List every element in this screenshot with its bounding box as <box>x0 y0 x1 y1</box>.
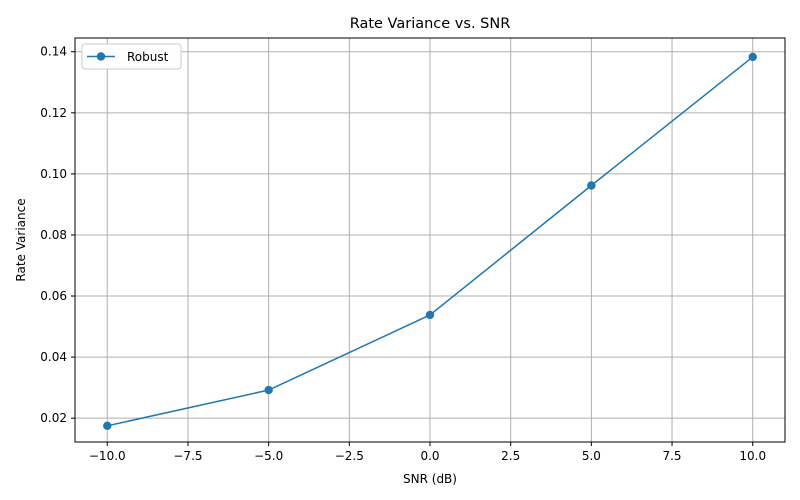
x-tick-label: 7.5 <box>662 449 681 463</box>
data-point <box>587 181 596 190</box>
data-point <box>425 310 435 320</box>
chart-title: Rate Variance vs. SNR <box>350 16 511 32</box>
y-tick-label: 0.06 <box>40 289 67 303</box>
x-axis-ticks: −10.0 −7.5 −5.0 −2.5 0.0 2.5 5.0 7.5 10.0 <box>89 442 766 463</box>
y-tick-label: 0.12 <box>40 106 67 120</box>
x-tick-label: −5.0 <box>254 449 283 463</box>
y-axis-title: Rate Variance <box>14 198 28 281</box>
legend-label: Robust <box>127 50 169 64</box>
grid-lines <box>75 38 785 442</box>
legend-marker <box>96 52 106 61</box>
data-point <box>748 52 757 62</box>
y-axis-ticks: 0.02 0.04 0.06 0.08 0.10 0.12 0.14 <box>40 45 75 425</box>
y-tick-label: 0.14 <box>40 45 67 59</box>
x-tick-label: 10.0 <box>739 449 766 463</box>
y-tick-label: 0.04 <box>40 350 67 364</box>
x-tick-label: 5.0 <box>582 449 601 463</box>
x-tick-label: −2.5 <box>335 449 364 463</box>
x-tick-label: 2.5 <box>501 449 520 463</box>
y-tick-label: 0.10 <box>40 167 67 181</box>
x-tick-label: 0.0 <box>420 449 439 463</box>
x-tick-label: −7.5 <box>173 449 202 463</box>
legend-box <box>81 43 182 70</box>
data-point <box>264 385 273 395</box>
x-tick-label: −10.0 <box>89 449 126 463</box>
y-tick-label: 0.02 <box>40 411 67 425</box>
legend: Robust <box>81 43 182 70</box>
data-point <box>103 421 112 431</box>
x-axis-title: SNR (dB) <box>403 472 457 486</box>
series-layer <box>103 52 757 431</box>
y-tick-label: 0.08 <box>40 228 67 242</box>
